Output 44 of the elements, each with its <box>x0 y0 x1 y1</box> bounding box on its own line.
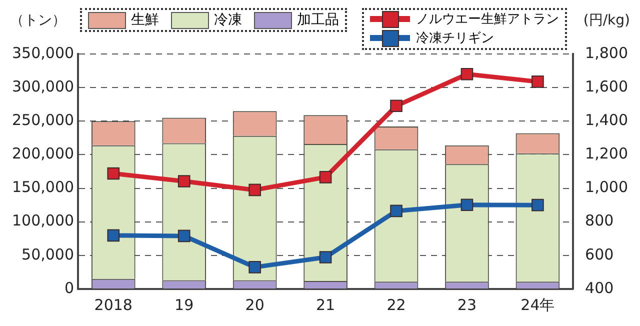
point <box>248 261 261 274</box>
y2-tick-label: 1,600 <box>585 77 628 96</box>
point <box>178 175 190 188</box>
point <box>107 229 120 242</box>
x-tick-label: 21 <box>316 296 336 314</box>
y2-tick-label: 600 <box>585 245 614 264</box>
point <box>178 230 190 242</box>
y-tick-label: 100,000 <box>12 212 74 230</box>
x-tick-label: 24年 <box>520 296 555 314</box>
legend-label: ノルウエー生鮮アトラン <box>416 12 559 27</box>
x-tick-label: 23 <box>457 296 477 314</box>
point <box>319 171 332 184</box>
x-tick-label: 20 <box>245 296 264 314</box>
point <box>319 251 332 264</box>
y-tick-label: 200,000 <box>12 144 74 163</box>
point <box>460 198 474 212</box>
legend-label: 加工品 <box>297 12 339 28</box>
y-tick-label: 250,000 <box>12 111 74 130</box>
point <box>460 68 474 80</box>
x-tick-label: 22 <box>386 296 406 314</box>
legend-label: 冷凍チリギン <box>416 31 494 46</box>
y2-axis-title: (円/kg) <box>583 12 630 29</box>
y-tick-label: 150,000 <box>12 178 74 196</box>
point <box>107 167 120 180</box>
y-tick-label: 300,000 <box>12 77 74 96</box>
y-tick-label: 0 <box>64 278 74 297</box>
x-tick-label: 19 <box>174 296 194 314</box>
y2-tick-label: 400 <box>585 278 614 297</box>
legend-label: 生鮮 <box>131 12 159 28</box>
y-tick-label: 350,000 <box>12 44 74 62</box>
y2-tick-label: 1,400 <box>585 111 628 130</box>
point <box>390 100 402 112</box>
y-tick-label: 50,000 <box>22 245 74 264</box>
point <box>532 76 544 88</box>
y2-tick-label: 1,000 <box>585 178 628 196</box>
y-axis-title: （トン） <box>10 12 66 29</box>
point <box>532 198 544 212</box>
legend-label: 冷凍 <box>214 12 242 28</box>
point <box>390 204 402 218</box>
y2-tick-label: 1,800 <box>585 44 628 62</box>
y2-tick-label: 1,200 <box>585 144 628 163</box>
point <box>248 184 261 196</box>
x-tick-label: 2018 <box>94 296 132 314</box>
y2-tick-label: 800 <box>585 212 614 230</box>
